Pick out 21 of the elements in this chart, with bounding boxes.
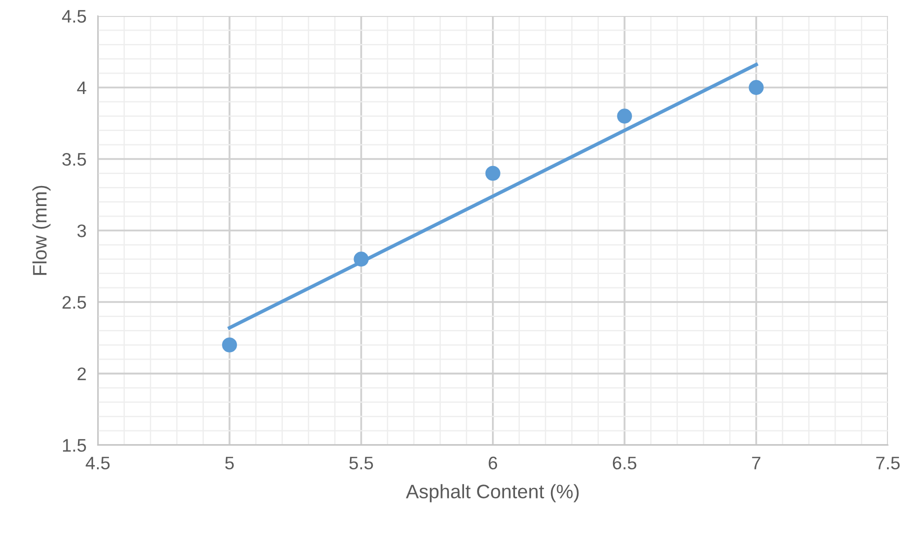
x-tick-label: 7.5 (876, 456, 900, 470)
y-tick-label: 1.5 (63, 439, 86, 452)
y-tick-label: 3 (77, 224, 86, 238)
point (748, 80, 764, 95)
x-tick-label: 7 (752, 456, 760, 470)
x-tick-label: 6 (488, 456, 498, 470)
y-tick-label: 2.5 (62, 296, 86, 309)
point (485, 166, 500, 181)
y-axis-title: Flow (mm) (32, 186, 51, 275)
y-tick-label: 4.5 (62, 10, 86, 23)
y-tick-label: 3.5 (62, 152, 86, 166)
point (354, 252, 369, 267)
x-tick-label: 5.5 (349, 456, 373, 470)
point (617, 108, 632, 124)
y-tick-label: 4 (77, 82, 86, 94)
point (222, 337, 237, 352)
x-tick-label: 4.5 (86, 456, 110, 470)
x-axis-title: Asphalt Content (%) (406, 484, 579, 502)
y-tick-label: 2 (78, 367, 86, 380)
x-tick-label: 5 (225, 456, 234, 470)
x-tick-label: 6.5 (612, 456, 636, 470)
